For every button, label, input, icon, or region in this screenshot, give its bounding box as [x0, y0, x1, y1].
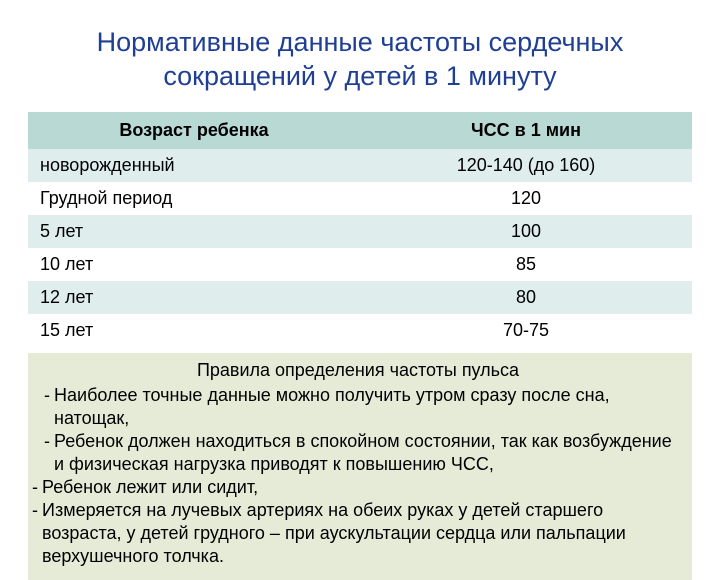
rules-item-text: Измеряется на лучевых артериях на обеих … — [42, 499, 684, 568]
rules-item-text: Ребенок лежит или сидит, — [42, 476, 684, 499]
age-cell: 10 лет — [28, 248, 360, 281]
age-cell: 5 лет — [28, 215, 360, 248]
value-cell: 120-140 (до 160) — [360, 149, 692, 182]
value-cell: 85 — [360, 248, 692, 281]
table-row: 10 лет85 — [28, 248, 692, 281]
table-row: Грудной период120 — [28, 182, 692, 215]
rules-item: -Ребенок лежит или сидит, — [32, 476, 684, 499]
value-cell: 70-75 — [360, 314, 692, 347]
table-row: 12 лет80 — [28, 281, 692, 314]
slide-title: Нормативные данные частоты сердечных сок… — [38, 26, 682, 94]
table-body: новорожденный120-140 (до 160)Грудной пер… — [28, 149, 692, 347]
rules-item-text: Наиболее точные данные можно получить ут… — [54, 384, 684, 430]
age-cell: 12 лет — [28, 281, 360, 314]
heart-rate-table: Возраст ребенкаЧСС в 1 мин новорожденный… — [28, 112, 692, 347]
rules-item: - Ребенок должен находиться в спокойном … — [32, 430, 684, 476]
table-row: новорожденный120-140 (до 160) — [28, 149, 692, 182]
value-cell: 120 — [360, 182, 692, 215]
rules-list: - Наиболее точные данные можно получить … — [32, 384, 684, 568]
rules-item: - Наиболее точные данные можно получить … — [32, 384, 684, 430]
dash-icon: - — [32, 476, 42, 499]
value-cell: 80 — [360, 281, 692, 314]
rules-item-text: Ребенок должен находиться в спокойном со… — [54, 430, 684, 476]
table-row: 15 лет70-75 — [28, 314, 692, 347]
rules-item: -Измеряется на лучевых артериях на обеих… — [32, 499, 684, 568]
rules-box: Правила определения частоты пульса - Наи… — [28, 353, 692, 580]
rules-title: Правила определения частоты пульса — [32, 359, 684, 382]
age-cell: Грудной период — [28, 182, 360, 215]
age-cell: новорожденный — [28, 149, 360, 182]
table-header: Возраст ребенкаЧСС в 1 мин — [28, 112, 692, 149]
slide: Нормативные данные частоты сердечных сок… — [0, 0, 720, 540]
table-column-header: ЧСС в 1 мин — [360, 112, 692, 149]
table-column-header: Возраст ребенка — [28, 112, 360, 149]
dash-icon: - — [44, 384, 54, 430]
table-row: 5 лет100 — [28, 215, 692, 248]
dash-icon: - — [32, 499, 42, 568]
value-cell: 100 — [360, 215, 692, 248]
age-cell: 15 лет — [28, 314, 360, 347]
dash-icon: - — [44, 430, 54, 476]
